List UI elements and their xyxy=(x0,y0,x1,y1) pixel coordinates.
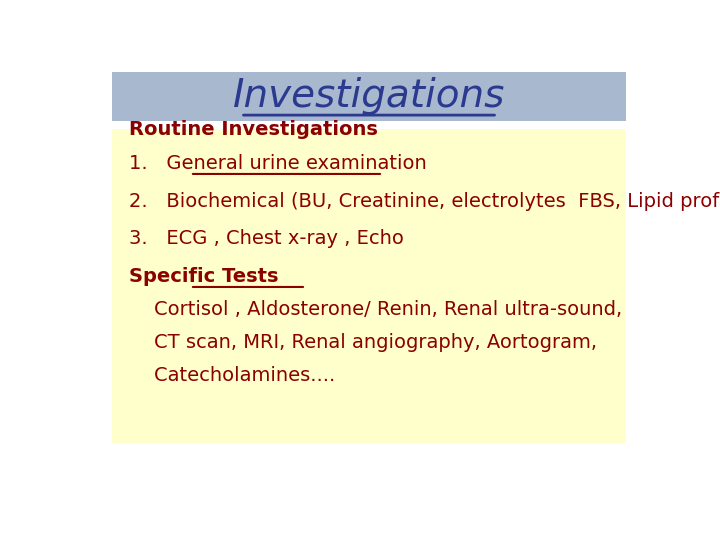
Text: 1.   General urine examination: 1. General urine examination xyxy=(129,154,427,173)
Text: 2.   Biochemical (BU, Creatinine, electrolytes  FBS, Lipid profile ): 2. Biochemical (BU, Creatinine, electrol… xyxy=(129,192,720,211)
FancyBboxPatch shape xyxy=(112,129,626,443)
Text: Routine Investigations: Routine Investigations xyxy=(129,120,378,139)
Text: Cortisol , Aldosterone/ Renin, Renal ultra-sound,: Cortisol , Aldosterone/ Renin, Renal ult… xyxy=(129,300,622,319)
Text: CT scan, MRI, Renal angiography, Aortogram,: CT scan, MRI, Renal angiography, Aortogr… xyxy=(129,333,597,352)
Text: 3.   ECG , Chest x-ray , Echo: 3. ECG , Chest x-ray , Echo xyxy=(129,229,404,248)
Text: Specific Tests: Specific Tests xyxy=(129,267,279,286)
Text: Investigations: Investigations xyxy=(233,77,505,116)
Text: Catecholamines....: Catecholamines.... xyxy=(129,366,336,386)
FancyBboxPatch shape xyxy=(112,72,626,121)
